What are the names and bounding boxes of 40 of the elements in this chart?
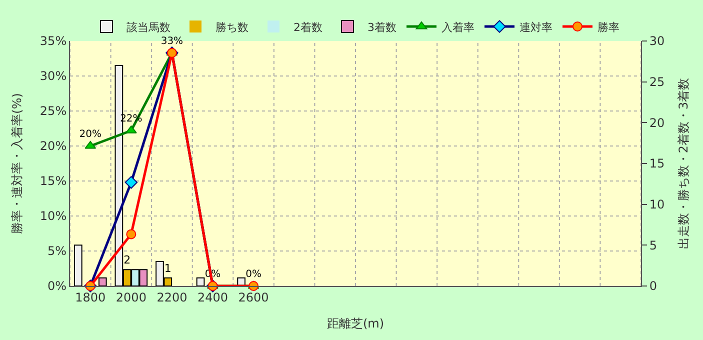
y2-tick-label: 25: [649, 75, 665, 90]
data-label: 33%: [160, 36, 184, 47]
y-tick-label: 25%: [40, 104, 67, 118]
y2-tick-label: 15: [649, 156, 665, 171]
legend-label: 連対率: [520, 20, 552, 34]
bar: [196, 277, 205, 286]
legend-label: 入着率: [442, 20, 474, 34]
y-tick-label: 0%: [48, 279, 67, 294]
data-label: 1: [164, 262, 172, 275]
data-label: 20%: [79, 128, 102, 140]
legend-label: 3着数: [368, 20, 396, 34]
point: [126, 229, 136, 240]
y2-tick-label: 20: [649, 116, 665, 130]
legend-label: 勝率: [598, 20, 620, 34]
data-label: 0%: [246, 268, 262, 280]
x-tick-label: 2200: [156, 290, 188, 304]
y2-tick-label: 0: [649, 279, 658, 294]
data-label: 2: [124, 254, 131, 267]
y-tick-label: 15%: [40, 174, 67, 188]
point: [124, 176, 138, 189]
bar: [74, 244, 82, 286]
y-tick-label: 20%: [40, 139, 67, 154]
y2-tick-label: 5: [649, 238, 658, 252]
y-tick-label: 30%: [40, 69, 67, 84]
x-tick-label: 2400: [197, 290, 228, 304]
y-tick-label: 35%: [40, 34, 67, 48]
y2-tick-label: 10: [649, 198, 665, 212]
legend-label: 2着数: [294, 20, 322, 34]
y-axis-title: 勝率・連対率・入着率(%): [10, 93, 24, 234]
bar: [98, 277, 107, 286]
x-tick-label: 2600: [238, 290, 269, 304]
legend-label: 勝ち数: [216, 20, 248, 34]
legend-label: 該当馬数: [126, 20, 170, 34]
y2-axis-title: 出走数・勝ち数・2着数・3着数: [676, 78, 691, 250]
y-tick-label: 10%: [40, 209, 67, 224]
x-tick-label: 1800: [75, 290, 106, 304]
y2-tick-label: 30: [649, 34, 665, 48]
y-tick-label: 5%: [48, 244, 67, 258]
x-tick-label: 2000: [116, 290, 146, 304]
x-axis-title: 距離芝(m): [326, 316, 384, 330]
